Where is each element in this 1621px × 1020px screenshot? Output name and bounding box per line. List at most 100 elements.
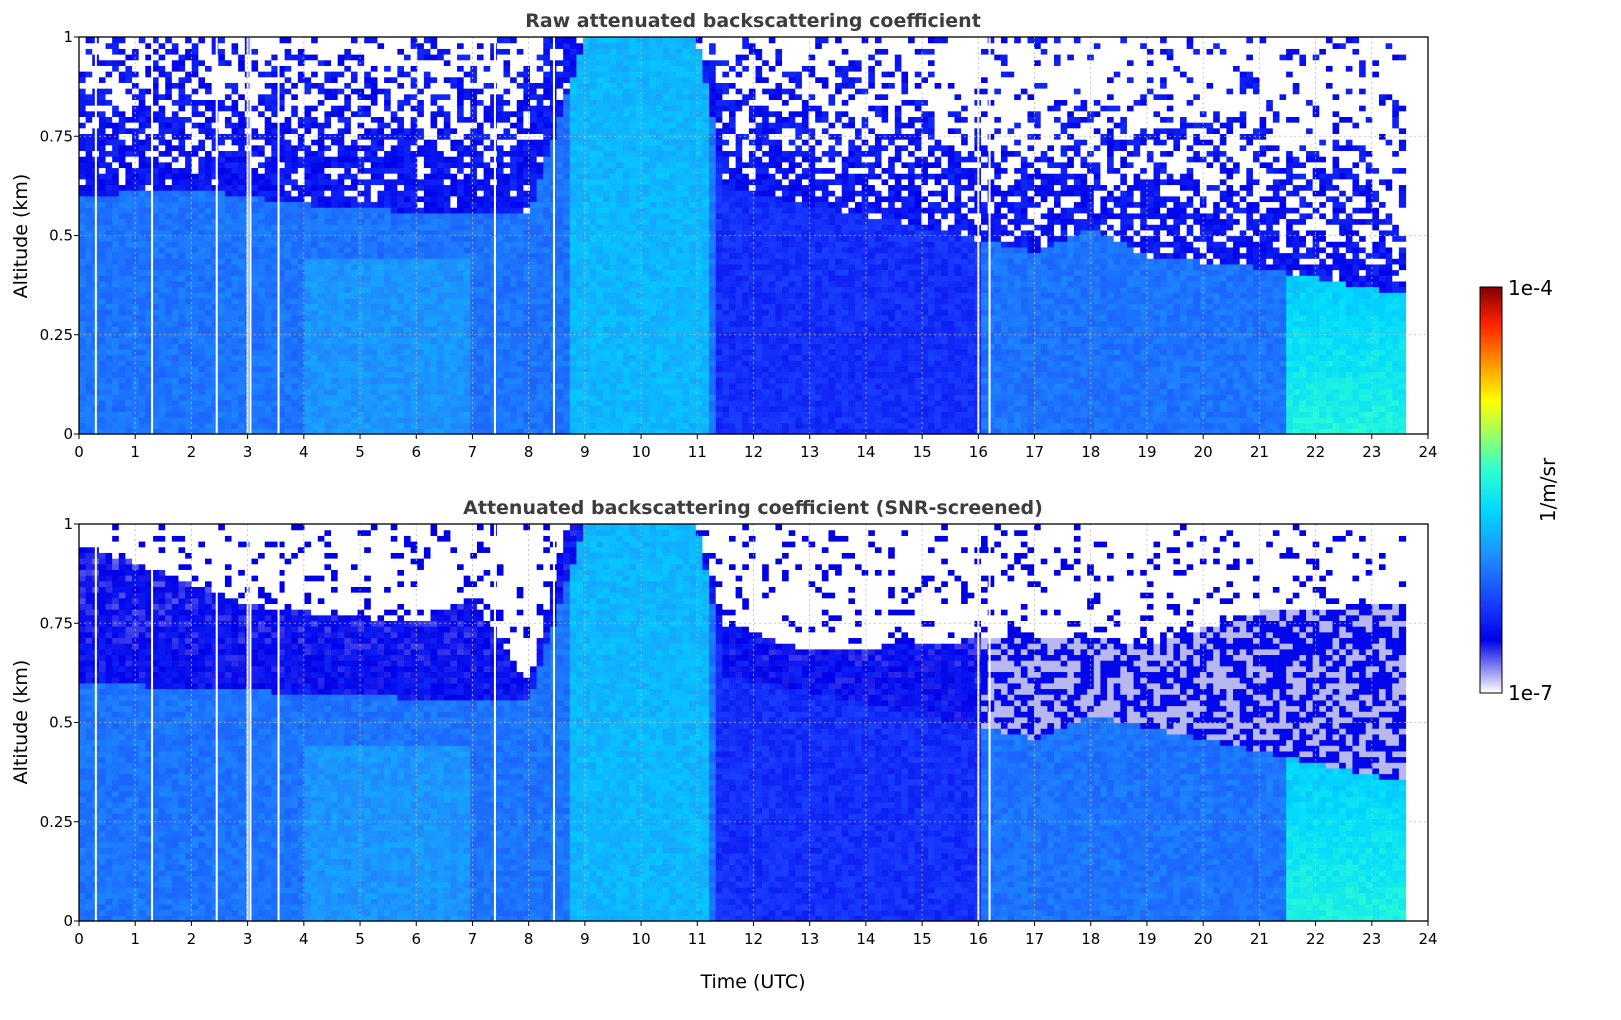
heatmap-cell — [397, 201, 404, 207]
heatmap-cell — [205, 48, 212, 54]
heatmap-cell — [338, 150, 345, 156]
heatmap-cell — [351, 122, 358, 128]
heatmap-cell — [510, 150, 517, 156]
heatmap-cell — [351, 218, 358, 224]
heatmap-cell — [238, 338, 245, 344]
heatmap-cell — [192, 150, 199, 156]
heatmap-cell — [530, 281, 537, 287]
heatmap-cell — [324, 167, 331, 173]
heatmap-cell — [125, 315, 132, 321]
heatmap-cell — [358, 349, 365, 355]
heatmap-cell — [165, 411, 172, 417]
heatmap-cell — [119, 321, 126, 327]
heatmap-cell — [477, 139, 484, 145]
heatmap-cell — [212, 321, 219, 327]
heatmap-cell — [139, 383, 146, 389]
heatmap-cell — [265, 326, 272, 332]
heatmap-cell — [125, 304, 132, 310]
heatmap-cell — [537, 213, 544, 219]
heatmap-cell — [139, 349, 146, 355]
heatmap-cell — [404, 71, 411, 77]
heatmap-cell — [537, 315, 544, 321]
heatmap-cell — [271, 349, 278, 355]
heatmap-cell — [318, 377, 325, 383]
heatmap-cell — [172, 184, 179, 190]
heatmap-cell — [517, 241, 524, 247]
heatmap-cell — [271, 394, 278, 400]
heatmap-cell — [311, 264, 318, 270]
heatmap-cell — [470, 321, 477, 327]
heatmap-cell — [484, 128, 491, 134]
heatmap-cell — [198, 275, 205, 281]
heatmap-cell — [470, 88, 477, 94]
heatmap-cell — [285, 77, 292, 83]
heatmap-cell — [205, 43, 212, 49]
heatmap-cell — [99, 309, 106, 315]
heatmap-cell — [324, 383, 331, 389]
heatmap-cell — [517, 201, 524, 207]
heatmap-cell — [477, 82, 484, 88]
heatmap-cell — [431, 264, 438, 270]
heatmap-cell — [411, 201, 418, 207]
heatmap-cell — [523, 128, 530, 134]
heatmap-cell — [159, 247, 166, 253]
heatmap-cell — [318, 270, 325, 276]
heatmap-cell — [397, 156, 404, 162]
heatmap-cell — [530, 423, 537, 429]
heatmap-cell — [205, 37, 212, 43]
heatmap-cell — [125, 247, 132, 253]
heatmap-cell — [178, 355, 185, 361]
heatmap-cell — [324, 43, 331, 49]
heatmap-cell — [457, 190, 464, 196]
heatmap-cell — [397, 111, 404, 117]
heatmap-cell — [318, 394, 325, 400]
heatmap-cell — [431, 190, 438, 196]
heatmap-cell — [198, 377, 205, 383]
heatmap-cell — [470, 343, 477, 349]
heatmap-cell — [497, 179, 504, 185]
heatmap-cell — [125, 389, 132, 395]
heatmap-cell — [470, 360, 477, 366]
heatmap-cell — [444, 88, 451, 94]
heatmap-cell — [218, 116, 225, 122]
heatmap-cell — [324, 349, 331, 355]
heatmap-cell — [411, 264, 418, 270]
heatmap-cell — [417, 201, 424, 207]
heatmap-cell — [212, 54, 219, 60]
heatmap-cell — [503, 406, 510, 412]
heatmap-cell — [444, 128, 451, 134]
heatmap-cell — [344, 253, 351, 259]
heatmap-cell — [198, 355, 205, 361]
heatmap-cell — [510, 355, 517, 361]
heatmap-cell — [125, 292, 132, 298]
heatmap-cell — [112, 377, 119, 383]
heatmap-cell — [351, 264, 358, 270]
heatmap-cell — [351, 128, 358, 134]
heatmap-cell — [404, 258, 411, 264]
heatmap-cell — [517, 65, 524, 71]
heatmap-cell — [464, 111, 471, 117]
heatmap-cell — [285, 54, 292, 60]
heatmap-cell — [424, 196, 431, 202]
heatmap-cell — [411, 48, 418, 54]
heatmap-cell — [530, 377, 537, 383]
heatmap-cell — [344, 65, 351, 71]
heatmap-cell — [391, 116, 398, 122]
heatmap-cell — [437, 184, 444, 190]
heatmap-cell — [503, 349, 510, 355]
heatmap-cell — [291, 281, 298, 287]
heatmap-cell — [450, 236, 457, 242]
heatmap-cell — [470, 150, 477, 156]
heatmap-cell — [517, 150, 524, 156]
heatmap-cell — [232, 326, 239, 332]
heatmap-cell — [497, 139, 504, 145]
heatmap-cell — [99, 111, 106, 117]
heatmap-cell — [391, 343, 398, 349]
heatmap-cell — [271, 196, 278, 202]
heatmap-cell — [119, 241, 126, 247]
heatmap-cell — [106, 281, 113, 287]
heatmap-cell — [139, 128, 146, 134]
heatmap-cell — [444, 423, 451, 429]
heatmap-cell — [377, 400, 384, 406]
heatmap-cell — [417, 326, 424, 332]
